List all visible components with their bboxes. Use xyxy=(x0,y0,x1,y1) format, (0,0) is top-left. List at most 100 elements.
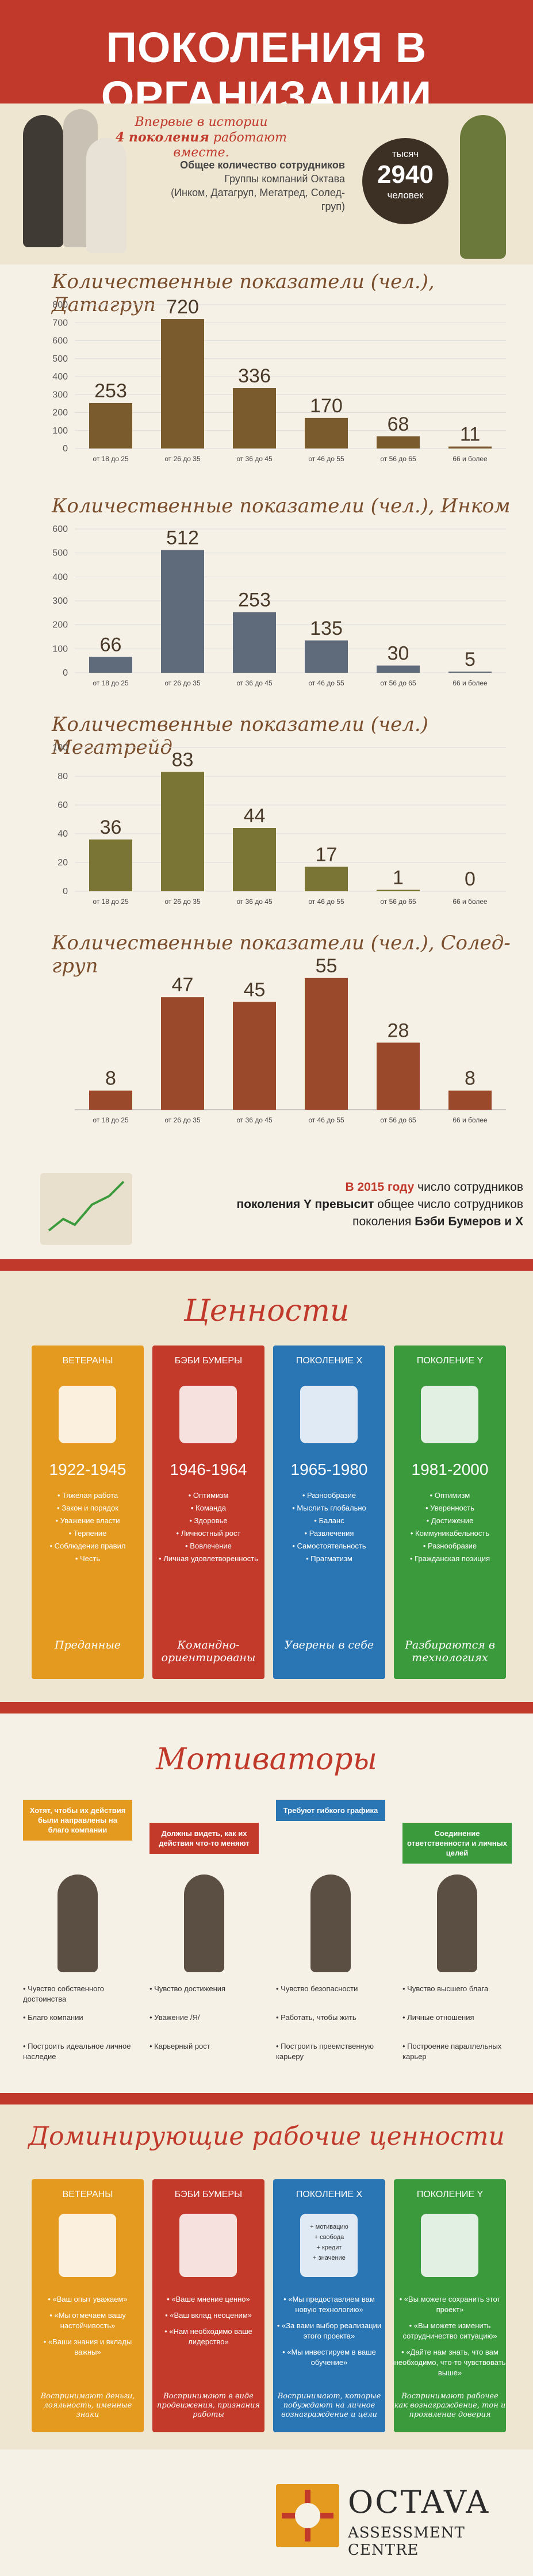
category-label: от 56 до 65 xyxy=(380,455,416,463)
column-footer: Воспринимают, которые побуждают на лично… xyxy=(277,2392,381,2419)
data-label: 0 xyxy=(465,868,476,890)
bar xyxy=(161,997,204,1110)
dominant-title: Доминирующие рабочие ценности xyxy=(28,2122,505,2151)
value-item: • Коммуникабельность xyxy=(410,1529,490,1538)
quote-item: • «Дайте нам знать, что вам необходимо, … xyxy=(394,2348,506,2377)
bar xyxy=(233,612,276,673)
forecast-2b: общее число сотрудников xyxy=(377,1198,523,1211)
divider xyxy=(0,2093,533,2104)
data-label: 253 xyxy=(94,380,127,402)
data-label: 5 xyxy=(465,649,476,670)
y-tick-label: 600 xyxy=(52,336,68,346)
data-label: 170 xyxy=(310,395,343,417)
bar xyxy=(89,657,132,673)
device-item: + мотивацию xyxy=(310,2224,348,2230)
category-label: от 46 до 55 xyxy=(308,898,344,906)
quote-item: • «За вами выбор реализации этого проект… xyxy=(277,2321,382,2340)
data-label: 720 xyxy=(166,296,199,318)
data-label: 36 xyxy=(100,816,122,838)
quote-item: • «Мы предоставляем вам новую технологию… xyxy=(283,2295,375,2314)
hero-line2a: 4 поколения xyxy=(116,130,209,145)
data-label: 8 xyxy=(465,1068,476,1090)
column-label: ПОКОЛЕНИЕ Х xyxy=(296,2190,363,2199)
category-label: от 26 до 35 xyxy=(164,1116,201,1124)
motivator-item: • Чувство собственного достоинства xyxy=(23,1984,105,2003)
data-label: 30 xyxy=(388,643,409,665)
badge-bottom: человек xyxy=(387,190,424,201)
category-label: от 36 до 45 xyxy=(236,1116,273,1124)
value-column: ПОКОЛЕНИЕ Y 1981-2000 • Оптимизм • Уверенно… xyxy=(394,1346,506,1679)
quote-item: • «Вы можете сохранить этот проект» xyxy=(399,2295,501,2314)
value-item: • Соблюдение правил xyxy=(49,1542,126,1550)
generation-icon xyxy=(59,2214,116,2277)
category-label: от 46 до 55 xyxy=(308,679,344,687)
bar xyxy=(161,772,204,891)
motivator-item: • Личные отношения xyxy=(402,2013,474,2022)
page-title: ПОКОЛЕНИЯ В ОРГАНИЗАЦИИ xyxy=(101,24,432,120)
category-label: от 56 до 65 xyxy=(380,1116,416,1124)
bar-chart: 0 100 200 300 400 500 600 700 800 253 от 18 до 25 7… xyxy=(52,296,506,463)
y-tick-label: 500 xyxy=(52,354,68,364)
bar xyxy=(89,402,132,448)
generation-icon xyxy=(300,2214,358,2277)
value-item: • Прагматизм xyxy=(306,1554,352,1563)
bar xyxy=(377,890,420,891)
data-label: 1 xyxy=(393,867,404,889)
category-label: от 18 до 25 xyxy=(93,455,129,463)
value-item: • Терпение xyxy=(68,1529,107,1538)
motivator-item: • Работать, чтобы жить xyxy=(276,2013,356,2022)
category-label: от 26 до 35 xyxy=(164,455,201,463)
y-tick-label: 400 xyxy=(52,372,68,382)
years-label: 1981-2000 xyxy=(411,1460,489,1478)
years-label: 1946-1964 xyxy=(170,1460,247,1478)
forecast-3b: Бэби Бумеров и Х xyxy=(415,1215,523,1228)
y-tick-label: 300 xyxy=(52,390,68,400)
data-label: 253 xyxy=(238,589,271,611)
data-label: 44 xyxy=(244,805,266,827)
data-label: 17 xyxy=(316,844,338,866)
category-label: от 36 до 45 xyxy=(236,898,273,906)
column-footer: Командно-ориентированы xyxy=(161,1639,256,1664)
growth-chart-icon xyxy=(48,1180,125,1232)
category-label: от 46 до 55 xyxy=(308,1116,344,1124)
motivator-item: • Построить идеальное личное наследие xyxy=(23,2042,131,2061)
y-tick-label: 20 xyxy=(57,858,68,868)
quote-item: • «Вы можете изменить сотрудничество сит… xyxy=(402,2321,497,2340)
value-column: ВЕТЕРАНЫ 1922-1945 • Тяжелая работа • Закон… xyxy=(32,1346,144,1679)
bar xyxy=(305,867,348,891)
value-item: • Команда xyxy=(190,1504,227,1512)
device-item: + свобода xyxy=(314,2234,344,2241)
device-item: + значение xyxy=(313,2255,346,2261)
value-item: • Развлечения xyxy=(304,1529,354,1538)
hero-group: Группы компаний Октава xyxy=(224,173,345,185)
value-item: • Здоровье xyxy=(189,1516,228,1525)
motivator-bubble: Требуют гибкого графика xyxy=(276,1800,385,1821)
category-label: от 56 до 65 xyxy=(380,898,416,906)
quote-item: • «Ваш вклад неоценим» xyxy=(165,2311,252,2320)
data-label: 47 xyxy=(172,974,194,996)
y-tick-label: 200 xyxy=(52,408,68,418)
motivator-item: • Уважение /Я/ xyxy=(149,2013,200,2022)
bar xyxy=(233,828,276,891)
quote-item: • «Мы отмечаем вашу настойчивость» xyxy=(49,2311,126,2330)
years-label: 1965-1980 xyxy=(290,1460,368,1478)
y-tick-label: 700 xyxy=(52,318,68,328)
years-label: 1922-1945 xyxy=(49,1460,126,1478)
column-footer: Воспринимают в виде продвижения, признан… xyxy=(157,2392,260,2419)
category-label: 66 и более xyxy=(453,1116,488,1124)
bar xyxy=(377,665,420,673)
bar xyxy=(161,319,204,448)
forecast-illustration xyxy=(40,1173,132,1245)
dominant-column: ВЕТЕРАНЫ • «Ваш опыт уважаем» • «Мы отмеча… xyxy=(32,2179,144,2432)
bar xyxy=(305,977,348,1110)
forecast-2a: поколения Y превысит xyxy=(236,1198,374,1211)
dominant-column: ПОКОЛЕНИЕ Y • «Вы можете сохранить этот п… xyxy=(394,2179,506,2432)
value-item: • Уверенность xyxy=(425,1504,474,1512)
chart-title: Количественные показатели (чел.), Солед-… xyxy=(52,931,511,977)
y-tick-label: 200 xyxy=(52,620,68,630)
y-tick-label: 80 xyxy=(57,772,68,781)
y-tick-label: 0 xyxy=(63,668,68,678)
column-footer: Разбираются в технологиях xyxy=(405,1639,495,1664)
y-tick-label: 100 xyxy=(52,644,68,654)
octava-logo-icon xyxy=(276,2484,339,2547)
